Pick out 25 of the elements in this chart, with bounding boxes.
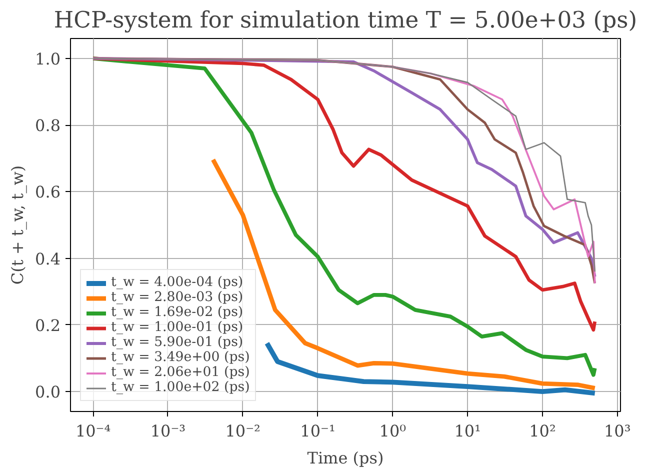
legend-label: t_w = 1.69e-02 (ps) (111, 305, 244, 320)
legend-label: t_w = 5.90e-01 (ps) (111, 335, 244, 350)
chart-title: HCP-system for simulation time T = 5.00e+03 (ps) (54, 8, 638, 34)
x-tick-label: 10⁻³ (150, 422, 186, 440)
y-tick-label: 0.8 (35, 116, 61, 136)
x-tick-label: 10⁻⁴ (75, 422, 111, 440)
x-tick-label: 10⁻¹ (300, 422, 336, 440)
y-tick-label: 1.0 (35, 49, 61, 68)
y-tick-label: 0.6 (35, 182, 61, 202)
x-tick-label: 10⁰ (379, 422, 406, 440)
y-axis-title: C(t + t_w, t_w) (8, 165, 28, 285)
x-tick-label: 10¹ (454, 422, 481, 440)
legend-label: t_w = 2.06e+01 (ps) (111, 365, 250, 380)
y-tick-label: 0.2 (35, 316, 61, 335)
legend-label: t_w = 1.00e+02 (ps) (111, 380, 250, 395)
x-tick-label: 10² (529, 422, 556, 440)
y-tick-label: 0.0 (35, 382, 61, 402)
legend-label: t_w = 3.49e+00 (ps) (111, 350, 250, 365)
x-tick-label: 10⁻² (225, 422, 260, 440)
legend-label: t_w = 1.00e-01 (ps) (111, 320, 244, 335)
x-axis-title: Time (ps) (307, 448, 384, 468)
legend-label: t_w = 4.00e-04 (ps) (111, 275, 244, 290)
y-tick-label: 0.4 (35, 249, 61, 268)
legend-label: t_w = 2.80e-03 (ps) (111, 290, 244, 305)
x-tick-label: 10³ (604, 422, 631, 440)
